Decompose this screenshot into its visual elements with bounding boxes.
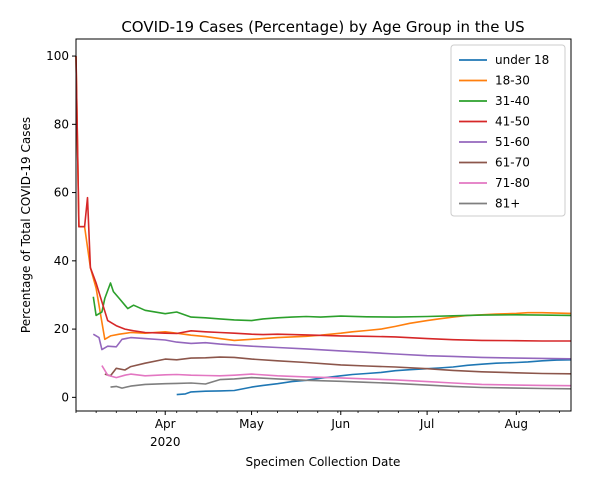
x-tick-sublabel: 2020 [150, 435, 181, 449]
y-tick-label: 60 [54, 186, 69, 200]
x-tick-label: May [239, 417, 264, 431]
plot-area [75, 56, 572, 396]
legend-box [450, 44, 566, 217]
x-tick-label: Jun [330, 417, 350, 431]
series-line-51-60 [92, 333, 572, 360]
y-axis-label: Percentage of Total COVID-19 Cases [19, 117, 33, 333]
legend: under 18 18-30 31-40 41-50 51-60 61-70 71-80 81… [450, 44, 566, 217]
x-axis: Apr 2020 May Jun Jul Aug [75, 411, 560, 449]
y-tick-label: 100 [46, 49, 69, 63]
x-axis-label: Specimen Collection Date [246, 455, 401, 469]
series-line-under-18 [176, 359, 572, 396]
series-line-61-70 [104, 356, 572, 377]
legend-label: 81+ [495, 197, 520, 211]
y-axis: 0 20 40 60 80 100 [46, 49, 76, 404]
series-line-81- [110, 376, 572, 390]
legend-label: 51-60 [495, 135, 530, 149]
series-line-31-40 [92, 282, 572, 322]
legend-label: 41-50 [495, 115, 530, 129]
legend-label: 61-70 [495, 156, 530, 170]
y-tick-label: 20 [54, 322, 69, 336]
x-tick-label: Jul [419, 417, 434, 431]
legend-label: 18-30 [495, 74, 530, 88]
x-tick-label: Aug [505, 417, 528, 431]
series-line-71-80 [101, 365, 572, 387]
series-line-41-50 [75, 56, 571, 342]
chart-title: COVID-19 Cases (Percentage) by Age Group… [121, 18, 524, 36]
y-tick-label: 40 [54, 254, 69, 268]
legend-label: 71-80 [495, 176, 530, 190]
y-tick-label: 80 [54, 117, 69, 131]
legend-label: under 18 [495, 53, 549, 67]
legend-label: 31-40 [495, 94, 530, 108]
x-tick-label: Apr [155, 417, 176, 431]
axes-frame [75, 38, 572, 412]
y-tick-label: 0 [61, 390, 69, 404]
